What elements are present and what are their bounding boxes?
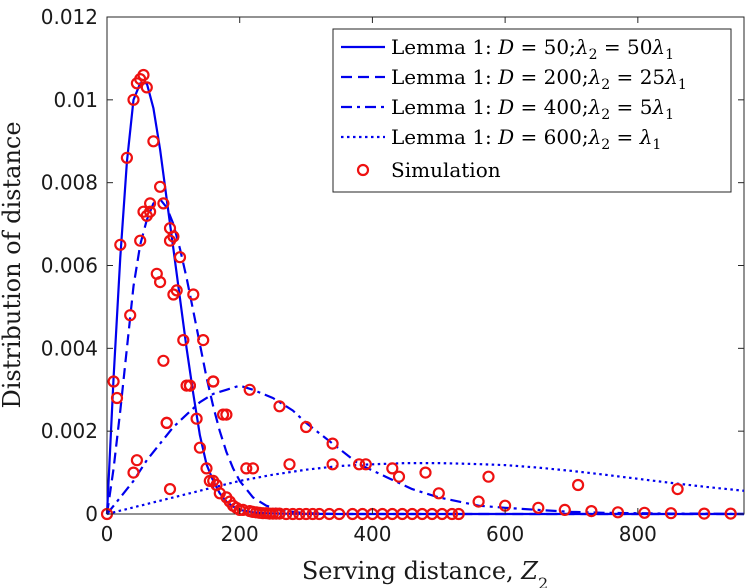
simulation-point bbox=[671, 483, 684, 496]
simulation-point bbox=[163, 234, 177, 247]
simulation-point bbox=[571, 478, 585, 492]
simulation-point bbox=[193, 441, 206, 454]
legend-swatch-simulation bbox=[356, 163, 370, 177]
simulation-point bbox=[140, 81, 153, 94]
simulation-point bbox=[664, 507, 678, 520]
axis-ticks bbox=[106, 16, 744, 515]
simulation-point bbox=[167, 288, 180, 301]
simulation-point bbox=[445, 507, 459, 521]
y-tick-label: 0.01 bbox=[53, 88, 98, 112]
simulation-point bbox=[124, 309, 137, 322]
simulation-point bbox=[300, 420, 313, 434]
simulation-point bbox=[472, 495, 485, 508]
simulation-point bbox=[157, 197, 170, 210]
simulation-point bbox=[386, 462, 399, 475]
simulation-point bbox=[163, 483, 177, 496]
legend-label-simulation: Simulation bbox=[391, 158, 501, 182]
simulation-point bbox=[482, 470, 495, 483]
simulation-point bbox=[532, 501, 545, 514]
simulation-point bbox=[183, 379, 196, 392]
x-axis-title: Serving distance, Z2 bbox=[302, 557, 548, 588]
simulation-point bbox=[197, 334, 210, 347]
simulation-point bbox=[207, 375, 220, 388]
legend-label-3: Lemma 1: D = 400;λ2​ = 5λ1​ bbox=[391, 95, 674, 123]
simulation-point bbox=[120, 151, 134, 164]
simulation-point bbox=[140, 209, 153, 222]
simulation-point bbox=[243, 383, 256, 396]
simulation-point bbox=[157, 354, 170, 367]
simulation-point bbox=[452, 507, 465, 521]
simulation-point bbox=[283, 458, 296, 471]
legend-label-2: Lemma 1: D = 200;λ2​ = 25λ1​ bbox=[391, 65, 687, 93]
y-axis-title: Distribution of distance bbox=[0, 121, 26, 408]
legend-label-1: Lemma 1: D = 50;λ2​ = 50λ1​ bbox=[391, 35, 674, 63]
simulation-point bbox=[160, 416, 173, 429]
simulation-point bbox=[273, 507, 286, 520]
simulation-point bbox=[137, 68, 150, 82]
simulation-point bbox=[107, 375, 120, 388]
legend-label-4: Lemma 1: D = 600;λ2​ = λ1​ bbox=[391, 125, 661, 153]
simulation-point bbox=[177, 334, 190, 347]
simulation-point bbox=[698, 507, 711, 520]
simulation-point bbox=[432, 487, 445, 500]
simulation-point bbox=[154, 180, 167, 193]
tick-labels: 0 200 400 600 800 0 0.002 0.004 0.006 0.008 0.01 0.… bbox=[41, 5, 657, 546]
y-tick-label: 0.012 bbox=[41, 5, 98, 29]
simulation-point bbox=[154, 276, 167, 289]
legend: Lemma 1: D = 50;λ2​ = 50λ1​Lemma 1: D = … bbox=[332, 28, 732, 193]
simulation-point bbox=[638, 506, 651, 519]
simulation-point bbox=[207, 474, 220, 487]
y-tick-label: 0.008 bbox=[41, 171, 98, 195]
simulation-point bbox=[724, 507, 737, 520]
y-tick-label: 0 bbox=[85, 502, 98, 526]
legend-box bbox=[332, 28, 732, 193]
simulation-point bbox=[200, 462, 213, 475]
simulation-point bbox=[127, 93, 140, 106]
simulation-point bbox=[326, 458, 339, 471]
simulation-point bbox=[293, 507, 306, 521]
simulation-point bbox=[333, 507, 346, 521]
simulation-point bbox=[246, 462, 260, 475]
x-tick-label: 800 bbox=[619, 522, 657, 546]
y-tick-label: 0.006 bbox=[41, 254, 98, 278]
simulation-point bbox=[114, 238, 127, 251]
y-tick-label: 0.002 bbox=[41, 419, 98, 443]
simulation-point bbox=[147, 135, 160, 148]
simulation-point bbox=[280, 507, 293, 521]
x-tick-label: 200 bbox=[221, 522, 259, 546]
simulation-point bbox=[306, 507, 319, 521]
series-line-2 bbox=[105, 198, 744, 516]
x-tick-label: 600 bbox=[486, 522, 524, 546]
simulation-point bbox=[134, 234, 147, 247]
simulation-point bbox=[273, 400, 286, 413]
simulation-point bbox=[190, 412, 203, 425]
simulation-point bbox=[127, 466, 140, 479]
simulation-point bbox=[392, 470, 406, 483]
x-tick-label: 0 bbox=[101, 522, 114, 546]
simulation-point bbox=[220, 408, 233, 421]
simulation-markers bbox=[100, 68, 737, 521]
simulation-point bbox=[130, 454, 143, 467]
simulation-point bbox=[585, 505, 598, 518]
y-tick-label: 0.004 bbox=[41, 336, 98, 360]
simulation-point bbox=[359, 458, 372, 471]
simulation-point bbox=[558, 503, 571, 516]
simulation-point bbox=[353, 458, 366, 471]
simulation-point bbox=[110, 391, 124, 405]
x-tick-label: 400 bbox=[353, 522, 391, 546]
simulation-point bbox=[240, 462, 253, 475]
simulation-point bbox=[419, 466, 432, 479]
simulation-point bbox=[144, 197, 157, 210]
simulation-point bbox=[300, 507, 313, 521]
simulation-point bbox=[173, 251, 187, 264]
simulation-point bbox=[611, 506, 625, 519]
simulation-point bbox=[187, 288, 200, 301]
simulation-point bbox=[326, 437, 339, 450]
simulation-point bbox=[286, 507, 299, 521]
